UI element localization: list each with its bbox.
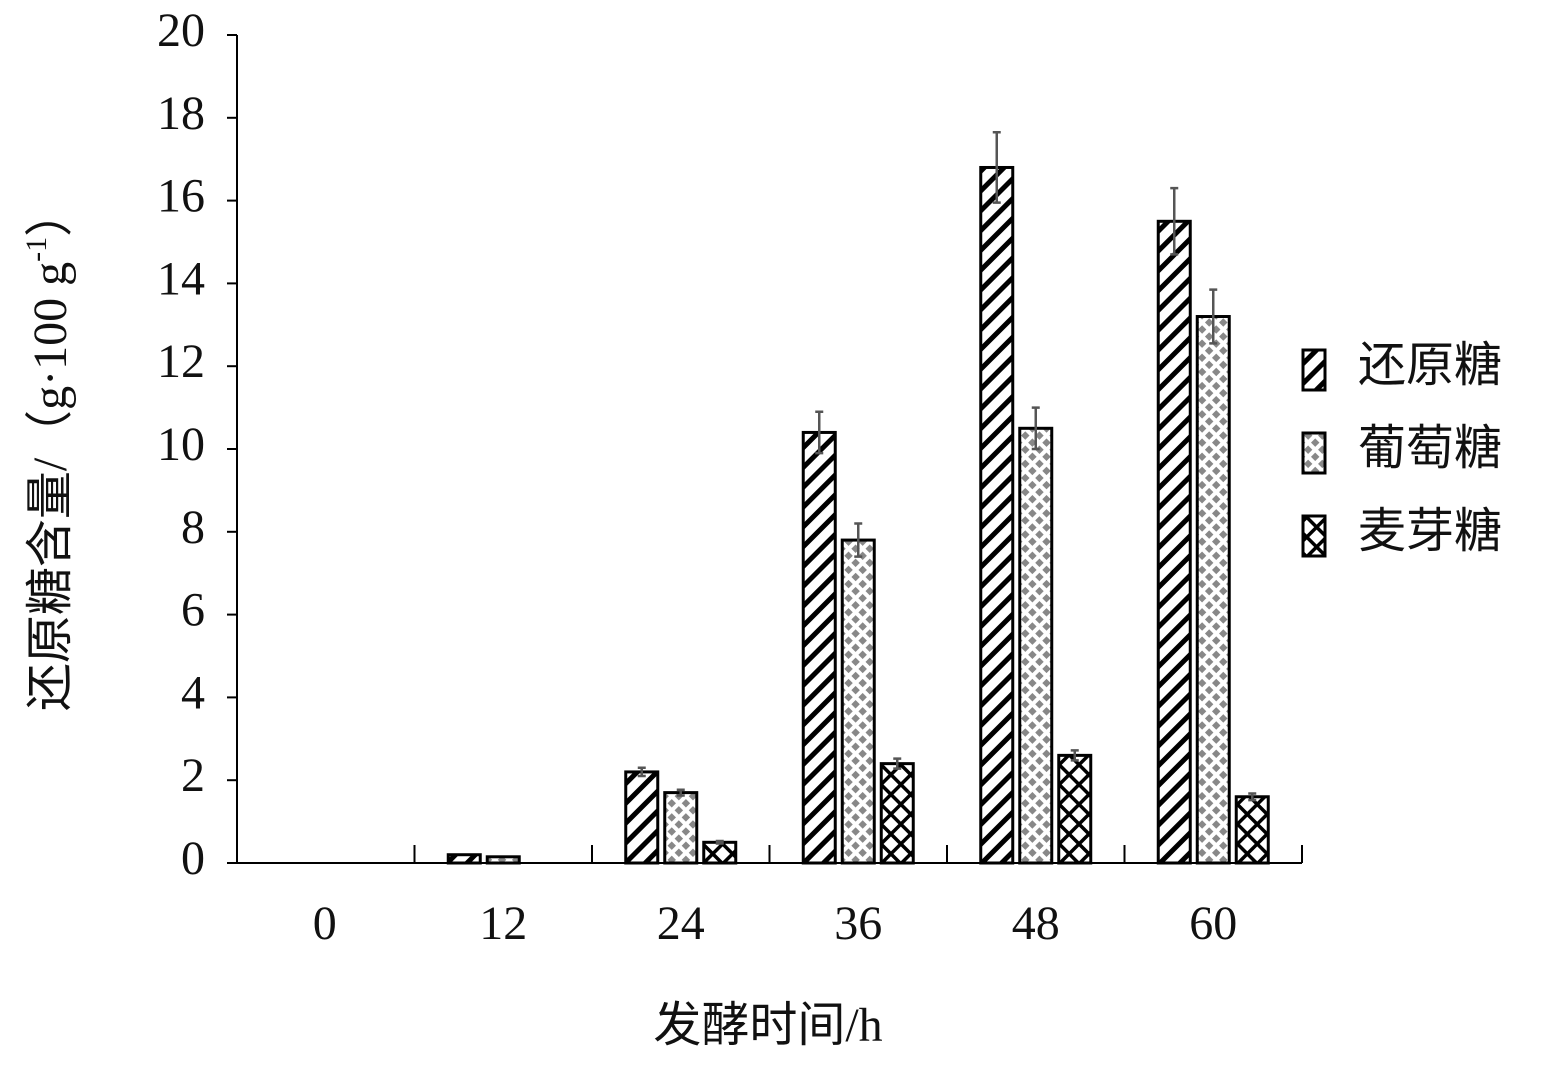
bar bbox=[624, 770, 660, 865]
error-bar bbox=[715, 839, 724, 845]
x-tick-label: 12 bbox=[479, 897, 527, 950]
y-tick-label: 0 bbox=[181, 832, 205, 885]
error-bar bbox=[1170, 186, 1179, 256]
y-tick-label: 4 bbox=[181, 666, 205, 719]
x-tick-label: 60 bbox=[1189, 897, 1237, 950]
error-bar bbox=[676, 788, 685, 797]
error-bar bbox=[1031, 406, 1040, 451]
y-tick-label: 16 bbox=[157, 170, 205, 223]
x-tick-label: 24 bbox=[657, 897, 705, 950]
error-bar bbox=[1248, 792, 1257, 802]
error-bar bbox=[992, 131, 1001, 204]
bar bbox=[979, 165, 1015, 865]
legend-label: 葡萄糖 bbox=[1358, 422, 1502, 475]
legend-swatch bbox=[1301, 348, 1327, 392]
y-tick-label: 6 bbox=[181, 584, 205, 637]
y-tick-label: 8 bbox=[181, 501, 205, 554]
error-bar bbox=[1070, 749, 1079, 762]
y-tick-label: 20 bbox=[157, 4, 205, 57]
y-tick-label: 18 bbox=[157, 87, 205, 140]
y-tick-label: 14 bbox=[157, 252, 205, 305]
error-bar bbox=[815, 410, 824, 455]
error-bar bbox=[893, 757, 902, 770]
bar bbox=[1156, 219, 1192, 865]
legend-swatch bbox=[1301, 514, 1327, 558]
y-axis-label-main: 还原糖含量/（g·100 g bbox=[24, 262, 77, 711]
bar bbox=[840, 538, 876, 865]
error-bar bbox=[1209, 288, 1218, 345]
legend-label: 还原糖 bbox=[1358, 339, 1502, 392]
legend-swatch bbox=[1301, 431, 1327, 475]
bar bbox=[702, 840, 738, 865]
legend-label: 麦芽糖 bbox=[1358, 505, 1502, 558]
error-bar bbox=[854, 522, 863, 558]
error-bar bbox=[637, 766, 646, 778]
bar bbox=[663, 791, 699, 865]
y-tick-label: 10 bbox=[157, 418, 205, 471]
x-tick-label: 48 bbox=[1012, 897, 1060, 950]
y-tick-label: 12 bbox=[157, 335, 205, 388]
y-axis-label-end: ） bbox=[24, 189, 77, 237]
y-axis-label: 还原糖含量/（g·100 g-1） bbox=[20, 189, 77, 711]
bar bbox=[1018, 426, 1054, 865]
x-axis-label: 发酵时间/h bbox=[653, 999, 882, 1052]
y-tick-label: 2 bbox=[181, 749, 205, 802]
x-tick-label: 0 bbox=[313, 897, 337, 950]
bar bbox=[801, 430, 837, 865]
x-tick-label: 36 bbox=[834, 897, 882, 950]
bar bbox=[1057, 753, 1093, 865]
bar bbox=[879, 762, 915, 865]
bar bbox=[1234, 795, 1270, 865]
bar bbox=[1195, 315, 1231, 865]
bar bbox=[446, 853, 482, 865]
y-axis-label-sup: -1 bbox=[20, 237, 53, 262]
